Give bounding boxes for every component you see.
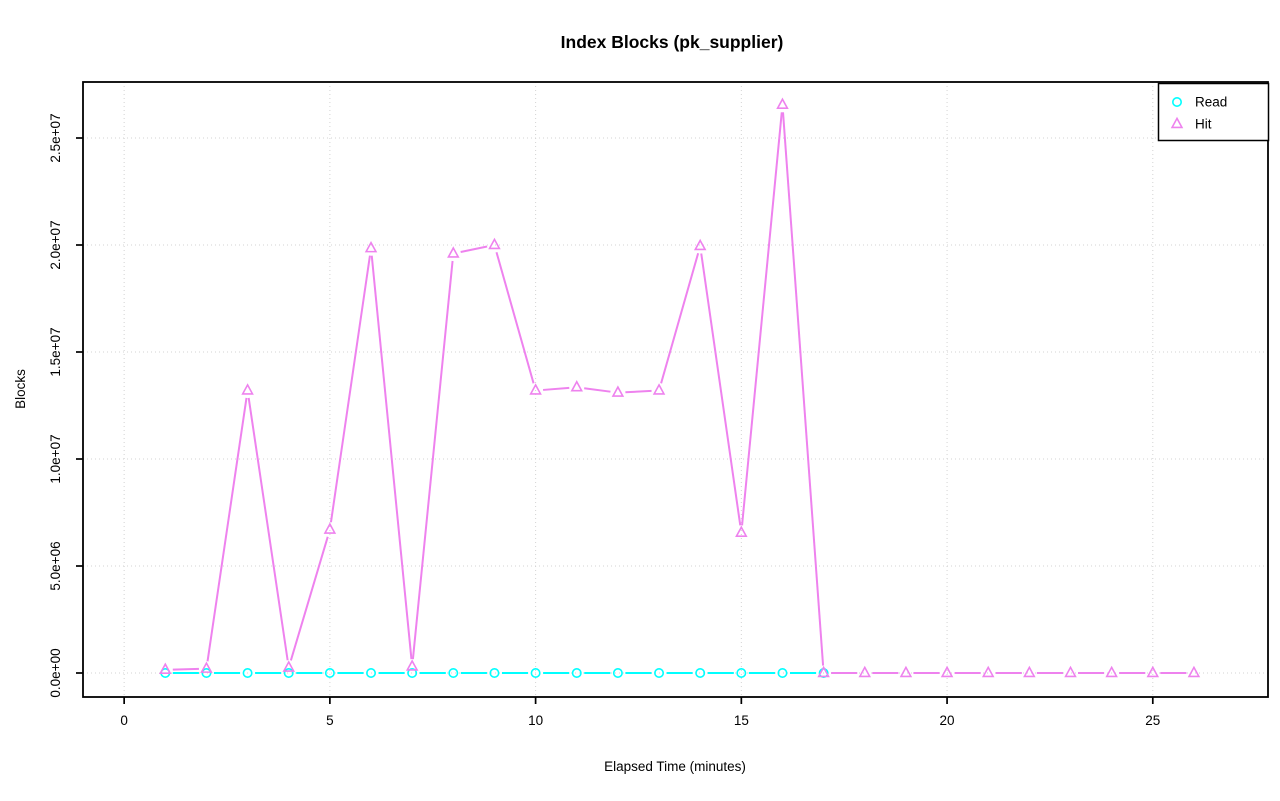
data-point-triangle-icon: [735, 525, 748, 538]
data-point-triangle-icon: [570, 380, 583, 392]
data-point-circle-icon: [571, 668, 582, 679]
data-point-triangle-icon: [405, 659, 419, 671]
gridlines: [83, 82, 1268, 697]
legend-hit-marker-icon: [1170, 116, 1184, 129]
data-point-triangle-icon: [693, 238, 707, 251]
data-point-circle-icon: [530, 668, 541, 679]
series-read: [160, 668, 829, 679]
legend: Read Hit: [1157, 82, 1270, 142]
series-segment: [700, 253, 742, 526]
axes: 0 5 10 15 20 25 0.0e+00 5.0e+06 1.0e+07 1.5e+07 2.…: [48, 113, 1160, 728]
data-point-triangle-icon: [858, 665, 872, 678]
series-segment: [206, 397, 248, 662]
legend-hit-label: Hit: [1195, 117, 1212, 132]
series-hit: [159, 97, 1201, 678]
y-tick-label: 1.0e+07: [48, 434, 63, 483]
x-tick-label: 15: [734, 713, 749, 728]
data-point-triangle-icon: [488, 237, 501, 250]
series-segment: [584, 387, 611, 393]
y-tick-label: 2.0e+07: [48, 220, 63, 269]
data-point-circle-icon: [366, 668, 377, 679]
data-point-triangle-icon: [981, 665, 995, 678]
data-point-circle-icon: [407, 668, 418, 679]
series-segment: [370, 255, 413, 660]
data-point-triangle-icon: [200, 661, 213, 673]
legend-read-marker-icon: [1172, 97, 1183, 108]
x-tick-label: 0: [120, 713, 128, 728]
y-tick-label: 2.5e+07: [48, 113, 63, 162]
data-point-triangle-icon: [364, 240, 378, 253]
data-point-triangle-icon: [529, 383, 542, 395]
series-segment: [625, 389, 652, 394]
data-point-triangle-icon: [1023, 665, 1036, 678]
data-point-triangle-icon: [652, 383, 666, 395]
data-point-triangle-icon: [1187, 665, 1201, 678]
data-point-triangle-icon: [611, 385, 625, 397]
plot-border: [82, 81, 1269, 698]
series-segment: [543, 386, 570, 391]
data-point-triangle-icon: [776, 97, 789, 110]
data-point-circle-icon: [612, 668, 623, 679]
series-segment: [660, 253, 700, 384]
data-point-circle-icon: [736, 668, 747, 679]
data-point-circle-icon: [324, 668, 335, 679]
data-point-circle-icon: [695, 668, 706, 679]
legend-read-label: Read: [1195, 95, 1227, 110]
data-point-circle-icon: [777, 668, 788, 679]
data-point-triangle-icon: [241, 383, 254, 395]
series-segment: [460, 245, 488, 254]
data-point-triangle-icon: [447, 246, 460, 258]
data-point-triangle-icon: [817, 665, 830, 678]
series-segment: [329, 255, 371, 523]
y-tick-label: 5.0e+06: [48, 541, 63, 590]
x-axis-title: Elapsed Time (minutes): [604, 759, 746, 774]
data-point-triangle-icon: [323, 522, 337, 534]
series-segment: [495, 251, 535, 384]
y-axis-title: Blocks: [13, 369, 28, 409]
x-tick-label: 25: [1145, 713, 1160, 728]
x-tick-label: 20: [940, 713, 955, 728]
series-segment: [172, 667, 199, 671]
x-tick-label: 5: [326, 713, 334, 728]
series-segment: [247, 397, 289, 661]
data-point-triangle-icon: [159, 662, 172, 674]
data-series: [159, 97, 1201, 679]
series-segment: [289, 536, 329, 661]
data-point-circle-icon: [448, 668, 459, 679]
series-segment: [782, 112, 825, 666]
data-point-triangle-icon: [1105, 665, 1118, 678]
data-point-triangle-icon: [940, 665, 954, 678]
data-point-circle-icon: [283, 668, 294, 679]
data-point-triangle-icon: [282, 660, 295, 672]
data-point-circle-icon: [489, 668, 500, 679]
y-tick-label: 1.5e+07: [48, 327, 63, 376]
series-segment: [741, 112, 783, 526]
chart-title: Index Blocks (pk_supplier): [561, 32, 784, 52]
data-point-circle-icon: [242, 668, 253, 679]
data-point-circle-icon: [654, 668, 665, 679]
series-segment: [411, 260, 454, 660]
data-point-triangle-icon: [1064, 665, 1077, 678]
legend-box: [1157, 82, 1270, 142]
data-point-circle-icon: [201, 668, 212, 679]
data-point-triangle-icon: [1146, 665, 1160, 678]
y-tick-label: 0.0e+00: [48, 648, 63, 697]
x-tick-label: 10: [528, 713, 543, 728]
data-point-triangle-icon: [899, 665, 913, 678]
